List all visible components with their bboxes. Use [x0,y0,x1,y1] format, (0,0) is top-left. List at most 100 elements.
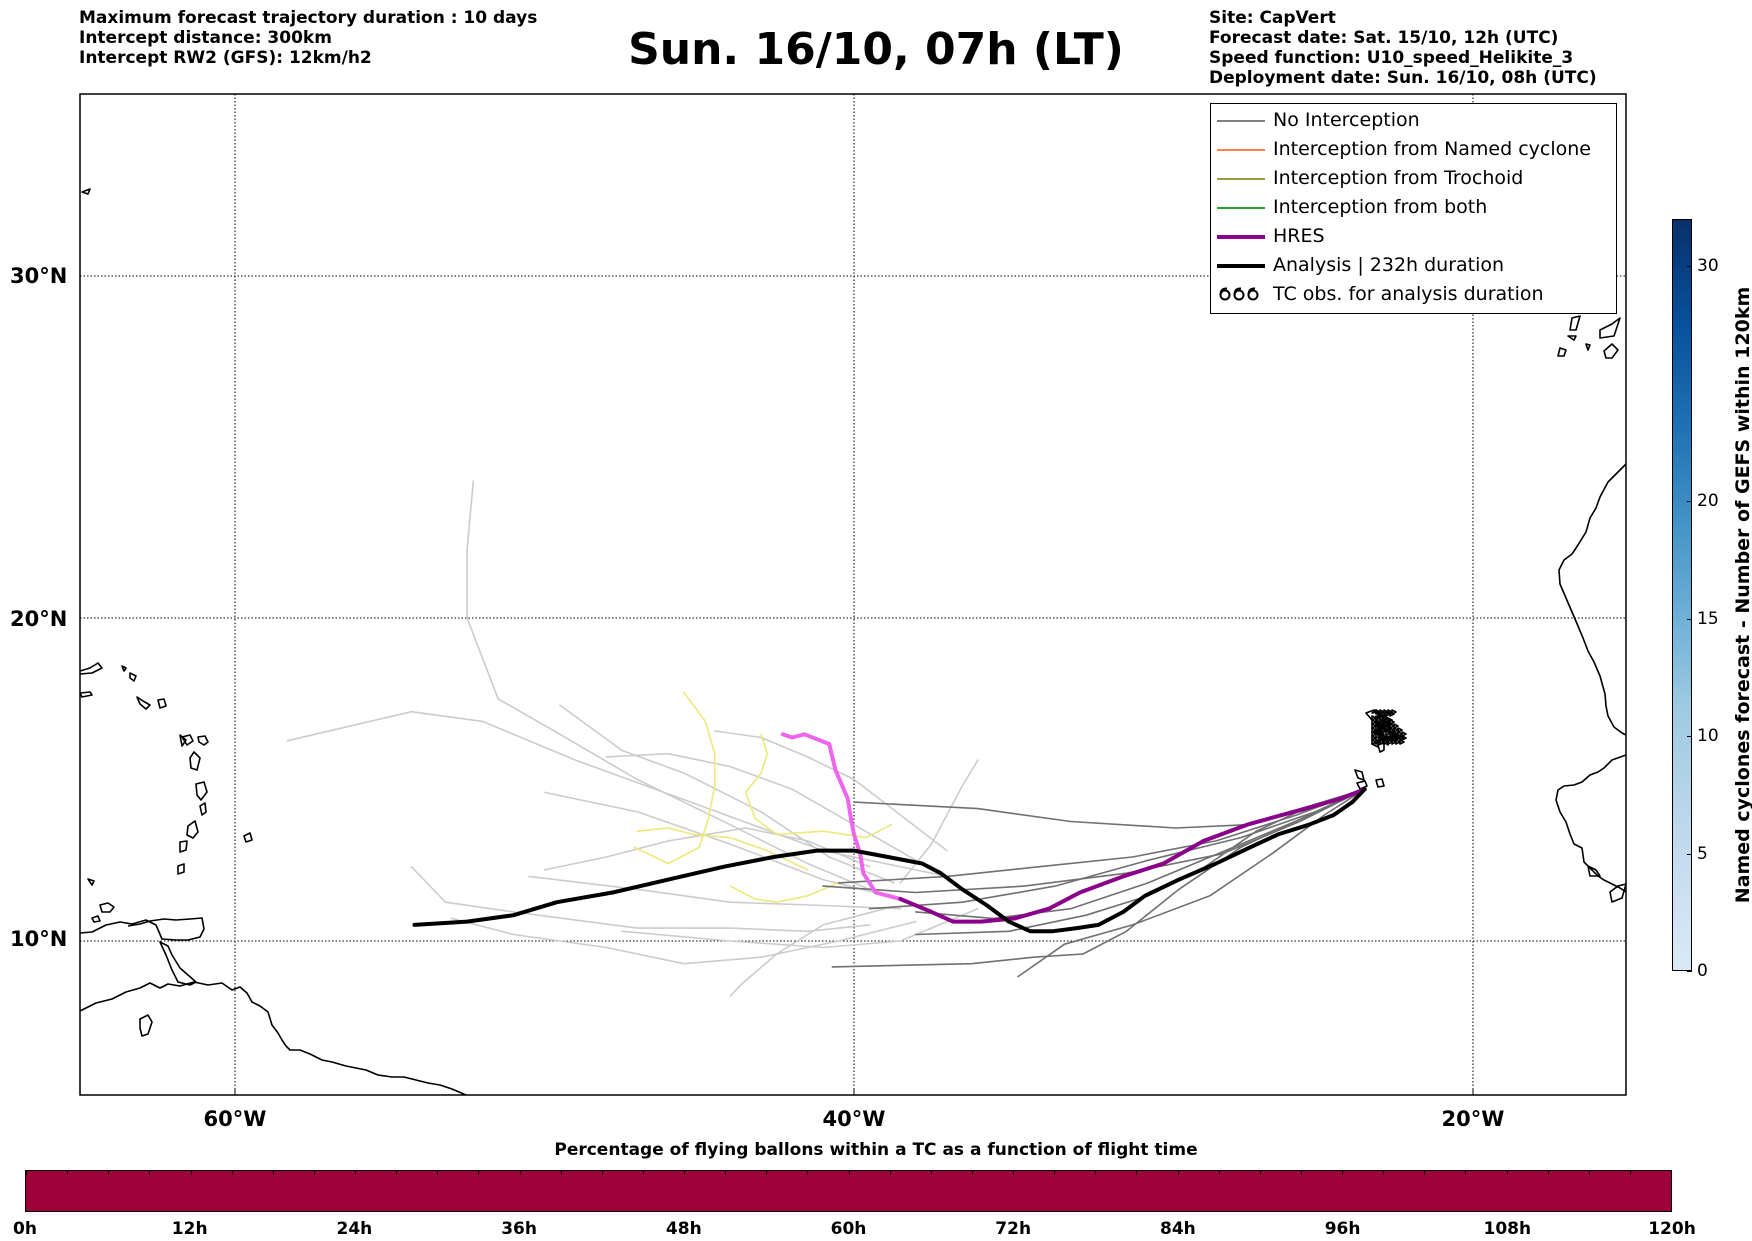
cape-verde-55 [1381,711,1387,717]
bar-minor-tick [601,1171,603,1175]
bar-minor-tick [1547,1171,1549,1175]
canary-islands-4 [1585,343,1591,351]
legend-item-interception-named-cyclone: Interception from Named cyclone [1211,135,1616,164]
small-island-9 [81,188,91,195]
canary-islands-1 [1569,315,1581,331]
ensemble-track-light [899,759,979,884]
cape-verde-fogo [1375,778,1385,788]
cape-verde-sal [1377,742,1385,753]
legend-swatch-hres [1217,235,1265,239]
cape-verde-65 [1385,725,1391,731]
flight-time-tick-label: 108h [1483,1219,1532,1239]
coastlines [79,188,1627,1096]
lesser-antilles-3 [195,781,208,801]
bar-minor-tick [1095,1171,1097,1175]
lat-label-20n: 20°N [10,607,68,631]
colorbar-tick [1687,618,1692,620]
africa-coast [1558,463,1627,736]
legend-label: Interception from Trochoid [1273,167,1524,189]
flight-time-tick-label: 24h [336,1219,373,1239]
cape-verde-53 [1377,713,1383,719]
cape-verde-santo-antao [1373,736,1380,742]
colorbar-tick [1687,266,1692,267]
legend-label: Interception from both [1273,196,1488,218]
info-line-deployment-date: Deployment date: Sun. 16/10, 08h (UTC) [1209,68,1597,88]
legend-label: No Interception [1273,109,1420,131]
flight-time-tick-label: 120h [1648,1219,1696,1239]
legend-swatch-no-interception [1217,120,1265,122]
hres-track-faded [780,732,903,901]
cape-verde-29 [1391,709,1397,715]
cape-verde-santiago [1354,769,1365,781]
map-frame [79,93,1627,1096]
cape-verde-73 [1393,731,1399,737]
cape-verde-14 [1373,729,1379,734]
cape-verde-34 [1391,739,1397,745]
lesser-antilles-5 [186,820,199,839]
bar-minor-tick [1424,1171,1426,1175]
hres-track [898,787,1367,924]
legend-swatch-analysis [1217,264,1265,268]
colorbar-tick-label: 30 [1697,256,1719,276]
cape-verde-37 [1375,709,1381,715]
cape-verde-brava [1356,780,1368,790]
lesser-antilles-4 [199,802,207,816]
bar-minor-tick [1506,1171,1508,1175]
ensemble-track-no-interception [822,788,1366,894]
page-title: Sun. 16/10, 07h (LT) [628,24,1124,75]
bar-minor-tick [478,1171,480,1175]
info-line-speed-function: Speed function: U10_speed_Helikite_3 [1209,48,1574,68]
bar-minor-tick [807,1171,809,1175]
bar-minor-tick [848,1171,850,1175]
bar-minor-tick [437,1171,439,1175]
legend-item-hres: HRES [1211,222,1616,251]
bar-minor-tick [1300,1171,1302,1175]
bar-minor-tick [1177,1171,1179,1175]
island-b [91,915,101,923]
cape-verde-70 [1389,731,1395,737]
ensemble-track-yellow [633,691,716,865]
bar-minor-tick [313,1171,315,1175]
cape-verde-42 [1371,731,1377,737]
flight-time-tick-label: 12h [171,1219,208,1239]
colorbar-tick [1687,736,1692,737]
bar-minor-tick [231,1171,233,1175]
bar-minor-tick [1259,1171,1261,1175]
bar-minor-tick [971,1171,973,1175]
legend-label: HRES [1273,225,1325,247]
cape-verde-boavista [1381,738,1389,746]
info-line-site: Site: CapVert [1209,8,1336,28]
ensemble-track-light [466,480,886,897]
cape-verde-61 [1393,735,1399,741]
info-line-max-duration: Maximum forecast trajectory duration : 1… [79,8,538,28]
legend-item-tc-obs: TC obs. for analysis duration [1211,280,1616,309]
cape-verde-66 [1385,721,1391,727]
cape-verde-maio [1371,741,1379,748]
legend-swatch-named-cyclone [1217,149,1265,151]
cape-verde-49 [1395,735,1401,741]
legend-item-interception-both: Interception from both [1211,193,1616,222]
lat-label-30n: 30°N [10,264,68,288]
lesser-antilles-7 [177,863,185,875]
island-c [159,941,197,986]
small-island-8 [87,878,95,886]
cape-verde-60 [1389,735,1395,741]
bar-minor-tick [355,1171,356,1175]
africa-coast-lower [1555,754,1627,893]
small-island-5 [79,691,93,698]
cape-verde-72 [1393,727,1399,733]
bissagos-islands [1609,883,1627,903]
bar-minor-tick [1136,1171,1138,1175]
cape-verde-68 [1389,723,1395,729]
bar-minor-tick [725,1171,727,1175]
ensemble-track-no-interception [831,788,1366,968]
bar-minor-tick [889,1171,891,1175]
cape-verde-57 [1389,711,1395,717]
cape-verde-76 [1401,731,1407,737]
ensemble-track-light [410,865,871,933]
cape-verde-52 [1379,731,1385,737]
canary-islands-5 [1599,317,1621,339]
trinidad-island [139,1014,153,1037]
south-america-coast [79,981,467,1096]
